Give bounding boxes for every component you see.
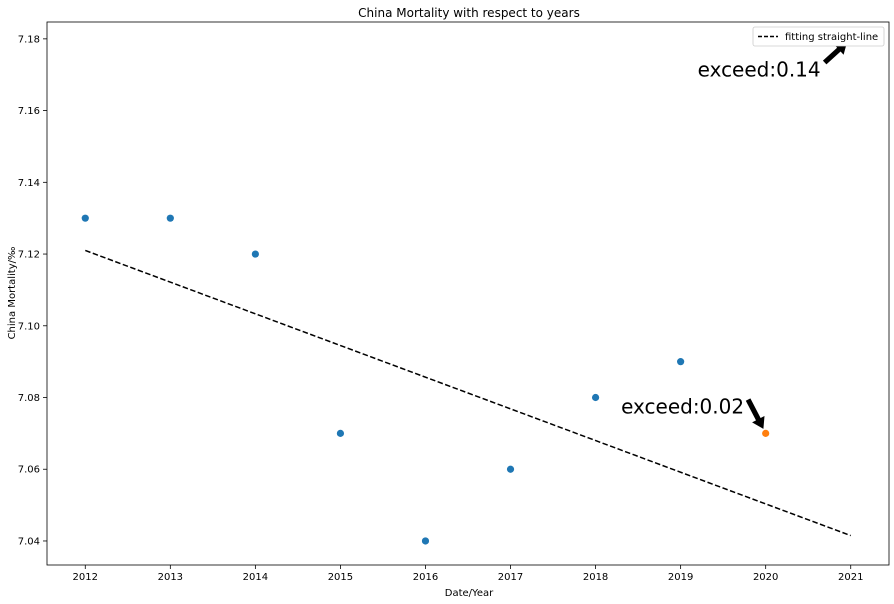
y-tick-label: 7.12	[18, 250, 40, 261]
y-tick-label: 7.14	[18, 178, 40, 189]
scatter-point	[762, 429, 770, 437]
scatter-point	[336, 429, 345, 437]
scatter-point	[81, 214, 89, 222]
annotation-text: exceed:0.14	[698, 58, 821, 82]
plot-frame	[46, 21, 890, 566]
fit-line-layer	[85, 249, 851, 537]
legend-label: fitting straight-line	[785, 32, 878, 43]
scatter-point	[591, 393, 600, 402]
x-tick-label: 2017	[498, 572, 523, 583]
scatter-point	[677, 358, 685, 366]
x-tick-label: 2016	[413, 572, 438, 583]
x-tick-label: 2020	[753, 572, 778, 583]
chart-title: China Mortality with respect to years	[358, 6, 580, 20]
annotation-arrow	[822, 42, 847, 65]
x-tick-label: 2014	[243, 572, 268, 583]
x-tick-label: 2021	[838, 572, 863, 583]
x-tick-label: 2013	[158, 572, 183, 583]
y-tick-label: 7.04	[18, 536, 40, 547]
scatter-point	[251, 250, 259, 258]
annotation-arrow	[745, 398, 765, 429]
y-ticks: 7.04 7.06 7.08 7.10 7.12 7.14 7.16 7.18	[18, 34, 47, 547]
fit-line	[85, 249, 851, 537]
y-tick-label: 7.10	[18, 321, 40, 332]
y-axis-label: China Mortality/‰	[7, 247, 18, 340]
y-tick-label: 7.16	[18, 106, 40, 117]
annotations-layer: exceed:0.02 exceed:0.14	[621, 42, 847, 429]
x-tick-label: 2012	[73, 572, 98, 583]
y-tick-label: 7.06	[18, 465, 40, 476]
y-tick-label: 7.08	[18, 393, 40, 404]
scatter-point	[166, 214, 174, 222]
legend-box	[752, 26, 885, 47]
x-tick-label: 2018	[583, 572, 608, 583]
legend: fitting straight-line	[752, 26, 885, 47]
scatter-point	[506, 465, 515, 473]
x-ticks: 2012 2013 2014 2015 2016 2017 2018 2019 2020 2021	[73, 565, 863, 583]
annotation-text: exceed:0.02	[621, 395, 744, 419]
scatter-point	[421, 537, 430, 545]
y-tick-label: 7.18	[18, 34, 40, 45]
x-tick-label: 2015	[328, 572, 353, 583]
x-axis-label: Date/Year	[445, 588, 494, 599]
points-layer	[81, 35, 855, 545]
x-tick-label: 2019	[668, 572, 693, 583]
